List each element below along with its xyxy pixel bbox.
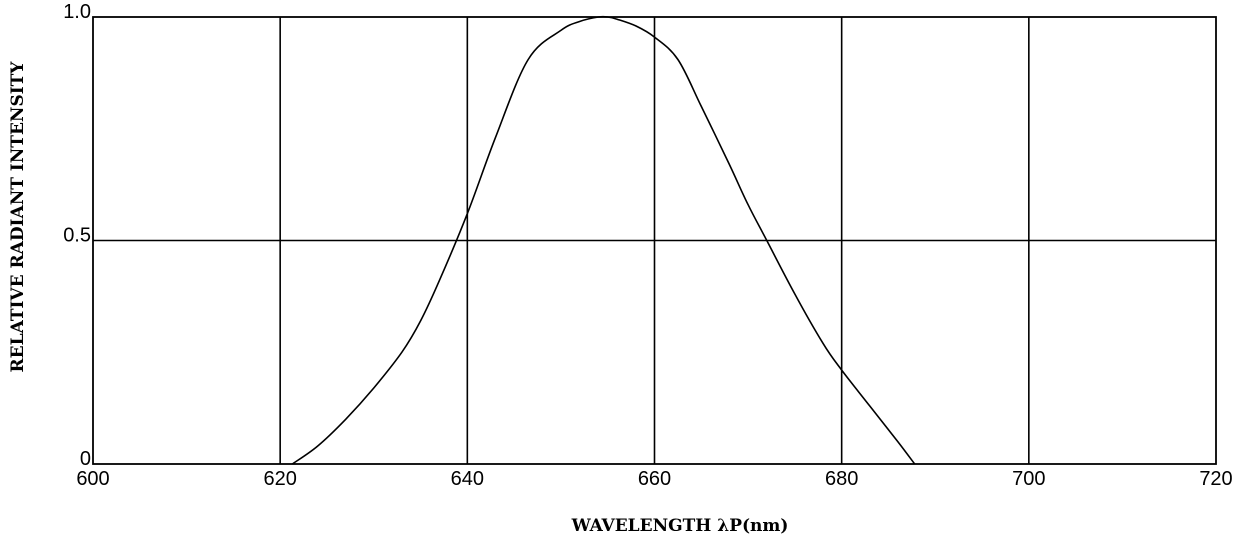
plot-frame <box>92 16 1217 465</box>
x-tick-label: 640 <box>451 468 484 490</box>
x-tick-label: 620 <box>263 468 296 490</box>
x-tick-label: 600 <box>76 468 109 490</box>
y-axis-title: RELATIVE RADIANT INTENSITY <box>8 61 28 373</box>
y-tick-label: 0 <box>80 448 91 470</box>
x-tick-label: 700 <box>1012 468 1045 490</box>
grid-lines <box>93 17 1216 464</box>
x-tick-label: 660 <box>638 468 671 490</box>
y-tick-labels: 0 0.5 1.0 <box>63 1 91 470</box>
x-tick-label: 680 <box>825 468 858 490</box>
x-tick-label: 720 <box>1199 468 1232 490</box>
y-tick-label: 1.0 <box>63 1 91 23</box>
y-tick-label: 0.5 <box>63 225 91 247</box>
intensity-curve <box>291 15 916 465</box>
x-axis-title: WAVELENGTH λP(nm) <box>571 516 789 536</box>
x-tick-labels: 600 620 640 660 680 700 720 <box>76 468 1232 490</box>
